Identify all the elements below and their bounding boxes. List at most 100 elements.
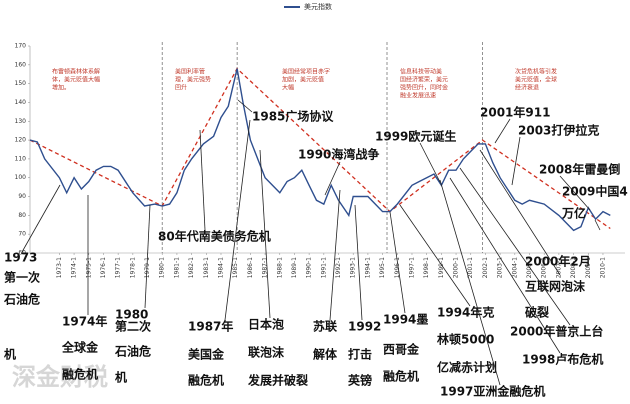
annotation-leader xyxy=(419,142,441,183)
annotation-leader xyxy=(594,219,601,231)
y-tick-label: 70 xyxy=(18,231,26,238)
y-tick-label: 60 xyxy=(18,250,26,257)
x-tick-label: 1995-1 xyxy=(379,257,386,278)
x-tick-label: 1989-1 xyxy=(291,257,298,278)
x-tick-label: 1979-1 xyxy=(144,257,151,278)
x-tick-label: 1997-1 xyxy=(408,257,415,278)
phase-note: 布雷顿森林体系解 xyxy=(52,68,100,76)
annotation: 融危机 xyxy=(383,369,419,384)
phase-note: 信息科技带动美 xyxy=(400,68,442,76)
annotation-leader xyxy=(439,179,501,386)
x-tick-label: 1990-1 xyxy=(306,257,313,278)
annotation: 1987年 xyxy=(188,319,233,334)
phase-note: 经济衰退 xyxy=(515,84,539,92)
x-tick-label: 1978-1 xyxy=(129,257,136,278)
annotation: 1992 xyxy=(348,320,381,334)
phase-note: 美元贬值，全球 xyxy=(515,76,557,84)
x-tick-label: 1986-1 xyxy=(247,257,254,278)
y-tick-label: 100 xyxy=(15,174,27,181)
y-tick-label: 90 xyxy=(18,193,26,200)
x-tick-label: 1994-1 xyxy=(364,257,371,278)
phase-note: 理，美元强势 xyxy=(175,76,211,84)
phase-note: 国经济繁荣，美元 xyxy=(400,76,448,84)
x-tick-label: 1975-1 xyxy=(85,257,92,278)
phase-note: 增加。 xyxy=(52,84,70,92)
trend-line xyxy=(29,67,611,230)
annotation: 1980 xyxy=(115,308,148,322)
annotation: 机 xyxy=(115,370,127,385)
legend-label: 美元指数 xyxy=(304,2,332,11)
annotation: 万亿 xyxy=(561,206,586,221)
annotation: 全球金 xyxy=(61,340,99,355)
annotation: 融危机 xyxy=(188,373,224,388)
annotation: 1998卢布危机 xyxy=(522,352,603,367)
annotation: 2008年雷曼倒 xyxy=(539,162,620,177)
annotation: 1994年克 xyxy=(437,305,494,320)
annotation: 日本泡 xyxy=(248,317,284,332)
phase-note: 强势回升，同时金 xyxy=(400,84,448,92)
annotation: 英镑 xyxy=(348,373,372,388)
x-tick-label: 1973-1 xyxy=(56,257,63,278)
x-tick-label: 2000-1 xyxy=(453,257,460,278)
x-tick-label: 1996-1 xyxy=(394,257,401,278)
x-tick-label: 1999-1 xyxy=(438,257,445,278)
annotation-leader xyxy=(199,129,206,231)
annotation-leader xyxy=(459,167,571,326)
phase-note: 美国经常项目赤字 xyxy=(282,68,330,76)
series-line xyxy=(29,68,611,232)
annotation-leader xyxy=(449,177,561,354)
annotation-leader xyxy=(389,211,406,314)
annotation-leader xyxy=(494,118,511,144)
annotation: 发展并破裂 xyxy=(247,373,308,388)
annotation: 2000年2月 xyxy=(525,254,591,269)
x-tick-label: 2010-1 xyxy=(599,257,606,278)
x-tick-label: 1984-1 xyxy=(217,257,224,278)
x-tick-label: 1991-1 xyxy=(320,257,327,278)
x-tick-label: 2007-1 xyxy=(555,257,562,278)
annotation: 石油危 xyxy=(3,292,40,307)
annotation-leader xyxy=(559,175,591,211)
annotation: 解体 xyxy=(313,347,338,362)
annotation-leader xyxy=(324,161,341,196)
annotation: 2009中国4 xyxy=(562,184,628,199)
annotation-leader xyxy=(511,136,521,186)
x-tick-label: 2006-1 xyxy=(541,257,548,278)
annotation: 石油危 xyxy=(114,344,151,359)
annotation-leader xyxy=(259,149,271,319)
phase-note: 大幅 xyxy=(282,84,294,92)
y-tick-label: 80 xyxy=(18,212,26,219)
x-tick-label: 2003-1 xyxy=(497,257,504,278)
x-tick-label: 1981-1 xyxy=(173,257,180,278)
annotation: 2000年普京上台 xyxy=(510,324,603,339)
annotation-leader xyxy=(237,99,253,113)
y-tick-label: 130 xyxy=(15,118,27,125)
y-tick-label: 170 xyxy=(15,43,27,50)
annotation: 2001年911 xyxy=(480,105,550,120)
x-tick-label: 1998-1 xyxy=(423,257,430,278)
x-tick-label: 2004-1 xyxy=(511,257,518,278)
phase-note: 加剧，美元贬值 xyxy=(282,76,324,84)
x-tick-label: 1974-1 xyxy=(71,257,78,278)
annotation-leader xyxy=(399,204,471,307)
annotation: 80年代南美债务危机 xyxy=(158,229,271,244)
x-tick-label: 2001-1 xyxy=(467,257,474,278)
annotation: 1999欧元诞生 xyxy=(375,129,456,144)
y-tick-label: 150 xyxy=(15,80,27,87)
y-tick-label: 160 xyxy=(15,61,27,68)
x-tick-label: 1976-1 xyxy=(100,257,107,278)
annotation: 2003打伊拉克 xyxy=(518,123,599,138)
y-tick-label: 110 xyxy=(15,155,27,162)
x-tick-label: 1987-1 xyxy=(262,257,269,278)
phase-note: 体，美元贬值大幅 xyxy=(52,76,100,84)
annotation: 西哥金 xyxy=(383,342,420,357)
x-tick-label: 1983-1 xyxy=(203,257,210,278)
annotation-leader xyxy=(21,184,61,253)
x-tick-label: 1985-1 xyxy=(232,257,239,278)
annotation-leader xyxy=(144,204,151,309)
annotation: 融危机 xyxy=(62,367,98,382)
annotation: 1990海湾战争 xyxy=(298,147,379,162)
annotation: 亿减赤计划 xyxy=(437,360,497,375)
x-tick-label: 1993-1 xyxy=(350,257,357,278)
annotation: 1973 xyxy=(4,251,37,265)
